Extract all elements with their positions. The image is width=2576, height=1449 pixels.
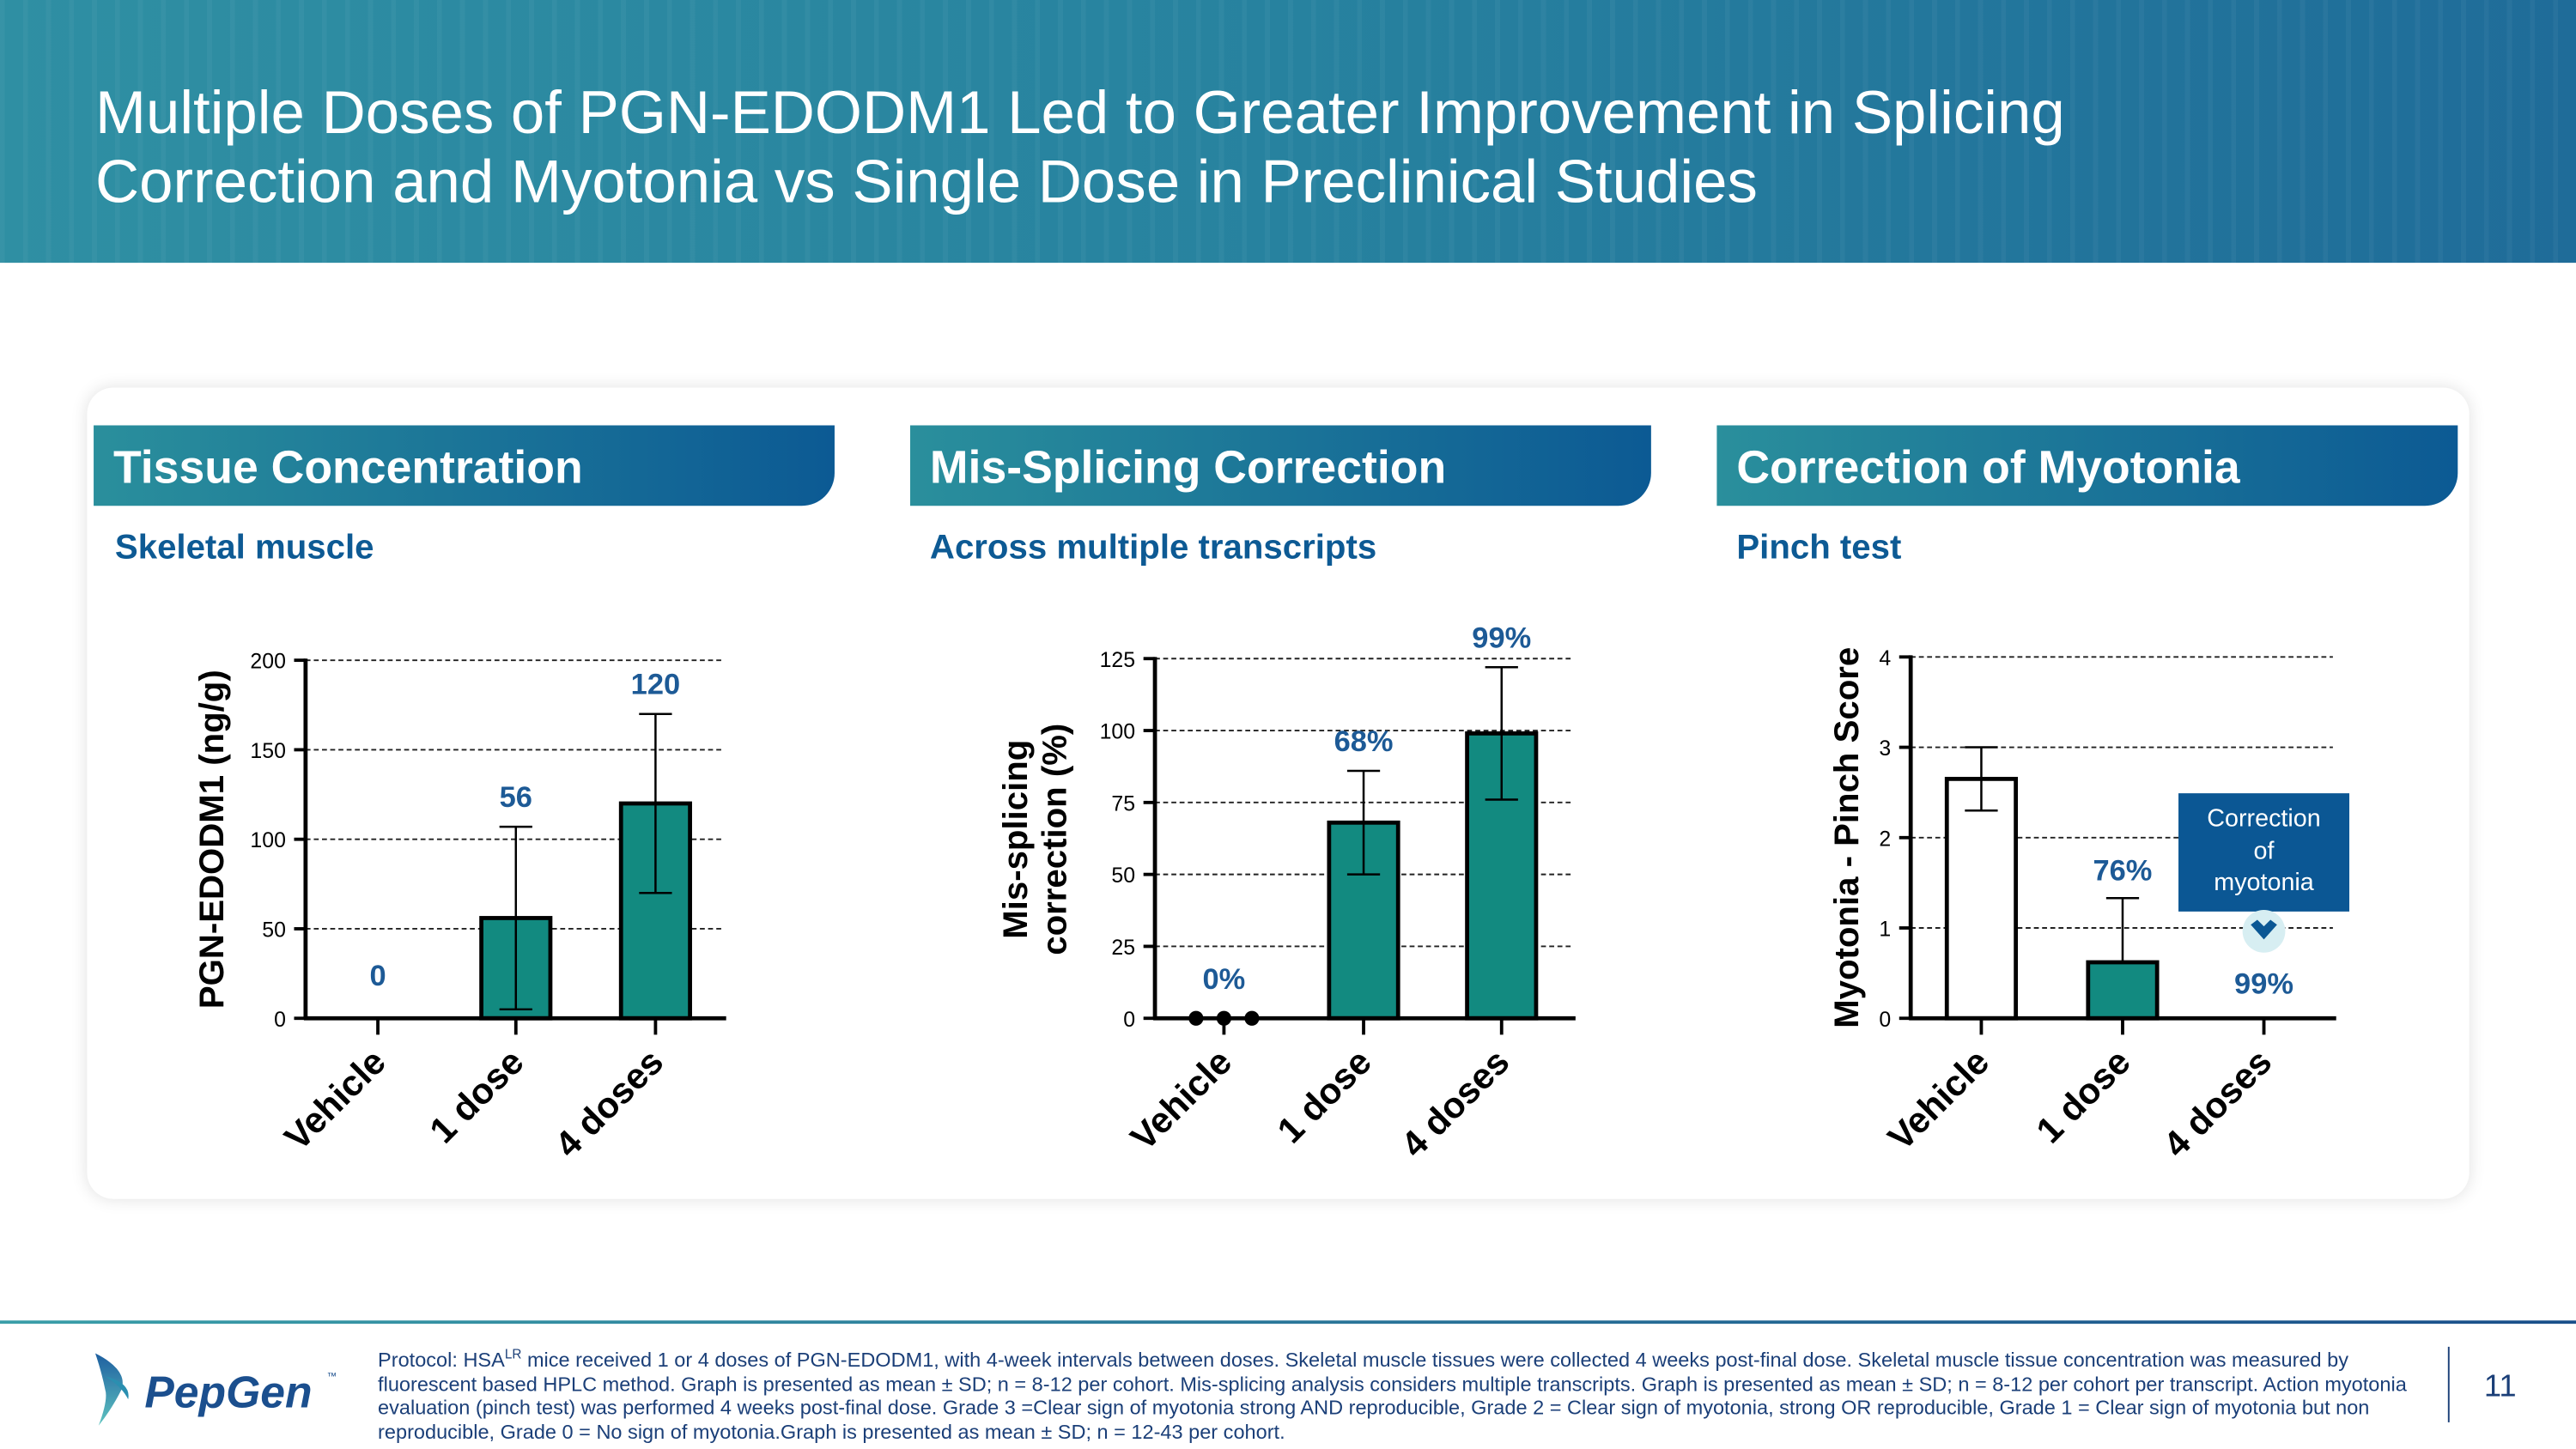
trademark: ™: [327, 1372, 337, 1382]
y-tick-label: 2: [1879, 827, 1891, 851]
panel-subtitle-myotonia: Pinch test: [1736, 529, 1902, 567]
y-tick-label: 200: [250, 650, 285, 674]
x-tick-label: Vehicle: [1122, 1041, 1239, 1158]
title-band: [0, 0, 2576, 264]
y-tick-label: 3: [1879, 737, 1891, 761]
chevron-down-icon: [2242, 909, 2286, 953]
callout-line-2: of: [2253, 836, 2275, 865]
y-tick-label: 0: [274, 1008, 286, 1032]
callout-line-1: Correction: [2207, 804, 2321, 834]
protocol-sup: LR: [504, 1346, 522, 1362]
protocol-lead: Protocol: HSA: [378, 1348, 505, 1372]
y-tick-label: 0: [1123, 1008, 1135, 1032]
panel-subtitle-missplicing: Across multiple transcripts: [929, 529, 1377, 567]
data-label: 120: [631, 669, 680, 701]
bar: [2086, 960, 2160, 1021]
x-tick-label: 1 dose: [422, 1041, 532, 1151]
title-line-2: Correction and Myotonia vs Single Dose i…: [94, 148, 1758, 215]
y-axis-label: correction (%): [1036, 724, 1074, 955]
x-tick-label: Vehicle: [276, 1041, 393, 1158]
y-tick-label: 25: [1111, 936, 1135, 960]
y-tick-label: 1: [1879, 918, 1891, 942]
callout-line-3: myotonia: [2214, 869, 2314, 897]
protocol-text: mice received 1 or 4 doses of PGN-EDODM1…: [378, 1348, 2407, 1444]
panel-header-myotonia: Correction of Myotonia: [1716, 425, 2458, 506]
callout-box: Correction of myotonia: [2178, 793, 2350, 912]
panel-subtitle-tissue: Skeletal muscle: [114, 529, 374, 567]
data-label: 99%: [2234, 968, 2293, 1001]
data-label: 99%: [1472, 621, 1531, 654]
pepgen-logo: PepGen ™: [94, 1353, 337, 1426]
y-tick-label: 4: [1879, 646, 1891, 670]
y-tick-label: 0: [1879, 1008, 1891, 1032]
y-tick-label: 150: [250, 739, 285, 763]
data-label: 0: [369, 960, 386, 992]
x-tick-label: 4 doses: [547, 1041, 671, 1165]
panels-card: [87, 387, 2470, 1199]
y-axis-label: Mis-splicing: [996, 740, 1035, 939]
footer-protocol: Protocol: HSALR mice received 1 or 4 dos…: [378, 1343, 2432, 1444]
page-separator: [2447, 1346, 2450, 1422]
y-tick-label: 125: [1100, 648, 1135, 672]
slide-title: Multiple Doses of PGN-EDODM1 Led to Grea…: [95, 79, 2065, 217]
bar: [1944, 776, 2019, 1021]
panel-header-tissue: Tissue Concentration: [94, 425, 835, 506]
x-tick-label: 1 dose: [2028, 1041, 2138, 1151]
x-tick-label: 4 doses: [1394, 1041, 1517, 1165]
panel-header-missplicing: Mis-Splicing Correction: [909, 425, 1651, 506]
data-label: 56: [500, 781, 532, 814]
title-line-1: Multiple Doses of PGN-EDODM1 Led to Grea…: [94, 78, 2065, 147]
data-label: 0%: [1203, 963, 1246, 996]
y-axis-label: PGN-EDODM1 (ng/g): [192, 670, 231, 1009]
y-tick-label: 100: [250, 828, 285, 852]
y-tick-label: 100: [1100, 720, 1135, 744]
y-tick-label: 75: [1111, 791, 1135, 815]
data-label: 76%: [2093, 855, 2153, 888]
x-tick-label: Vehicle: [1880, 1041, 1996, 1158]
data-label: 68%: [1334, 725, 1394, 758]
x-tick-label: 1 dose: [1269, 1041, 1379, 1151]
x-tick-label: 4 doses: [2155, 1041, 2279, 1165]
logo-text: PepGen: [144, 1367, 312, 1417]
y-tick-label: 50: [1111, 864, 1135, 888]
y-axis-label: Myotonia - Pinch Score: [1827, 647, 1866, 1028]
footer-divider: [0, 1320, 2576, 1325]
page-number: 11: [2483, 1369, 2517, 1404]
y-tick-label: 50: [262, 919, 286, 943]
